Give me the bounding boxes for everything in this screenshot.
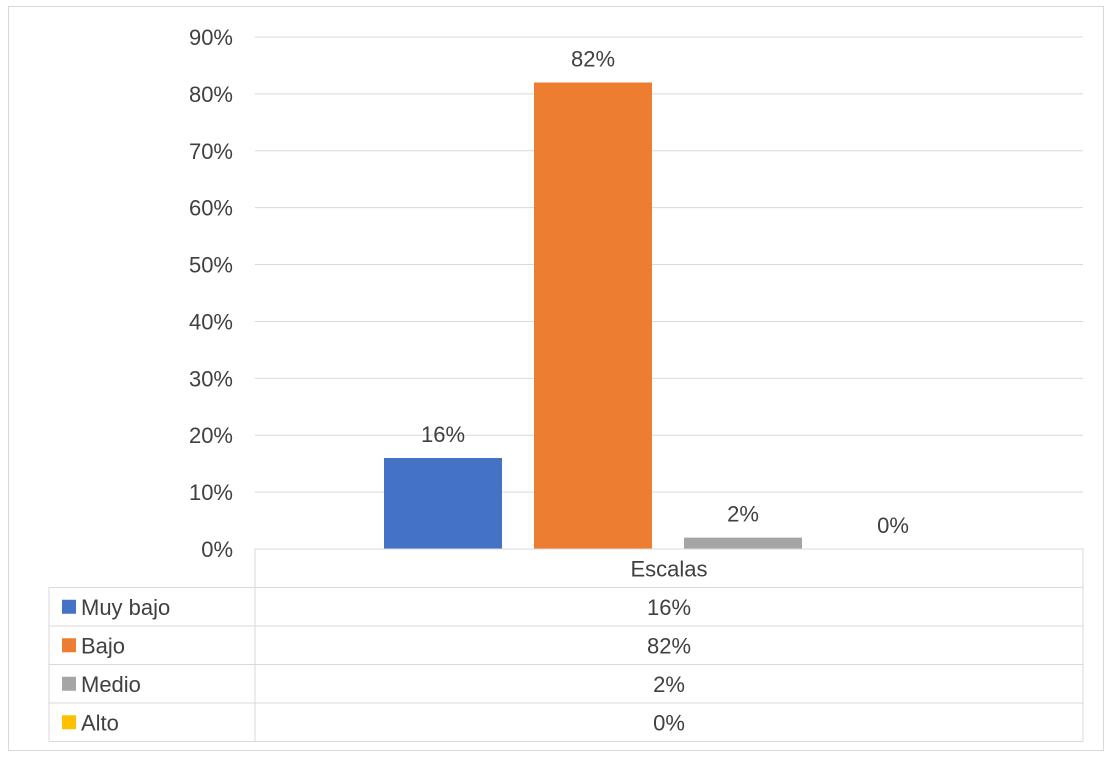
legend-swatch — [62, 715, 76, 730]
table-value: 16% — [647, 595, 691, 620]
bars — [384, 82, 802, 549]
bar-bajo — [534, 82, 652, 549]
data-label: 2% — [727, 502, 759, 527]
legend-swatch — [62, 599, 76, 614]
data-labels: 16% 82% 2% 0% — [421, 47, 909, 538]
y-tick-label: 40% — [189, 309, 233, 334]
legend-swatch — [62, 676, 76, 691]
legend-label: Alto — [81, 710, 119, 735]
y-tick-label: 60% — [189, 196, 233, 221]
legend-label: Medio — [81, 672, 141, 697]
y-axis-ticks: 0% 10% 20% 30% 40% 50% 60% 70% 80% 90% — [189, 25, 233, 562]
category-label: Escalas — [630, 556, 707, 581]
table-value: 0% — [653, 710, 685, 735]
y-tick-label: 0% — [201, 537, 233, 562]
gridlines — [255, 36, 1083, 493]
table-value: 2% — [653, 672, 685, 697]
y-tick-label: 90% — [189, 25, 233, 50]
y-tick-label: 50% — [189, 253, 233, 278]
legend-swatch — [62, 638, 76, 653]
legend-label: Muy bajo — [81, 595, 170, 620]
y-tick-label: 70% — [189, 139, 233, 164]
data-table: Escalas Muy bajo 16% Bajo 82% Medio 2% Alto 0% — [48, 548, 1084, 742]
legend-label: Bajo — [81, 633, 125, 658]
data-label: 0% — [877, 513, 909, 538]
y-tick-label: 20% — [189, 423, 233, 448]
y-tick-label: 30% — [189, 366, 233, 391]
data-label: 16% — [421, 422, 465, 447]
y-tick-label: 80% — [189, 82, 233, 107]
bar-muy-bajo — [384, 457, 502, 549]
table-value: 82% — [647, 633, 691, 658]
y-tick-label: 10% — [189, 480, 233, 505]
data-label: 82% — [571, 47, 615, 72]
bar-medio — [684, 537, 802, 549]
